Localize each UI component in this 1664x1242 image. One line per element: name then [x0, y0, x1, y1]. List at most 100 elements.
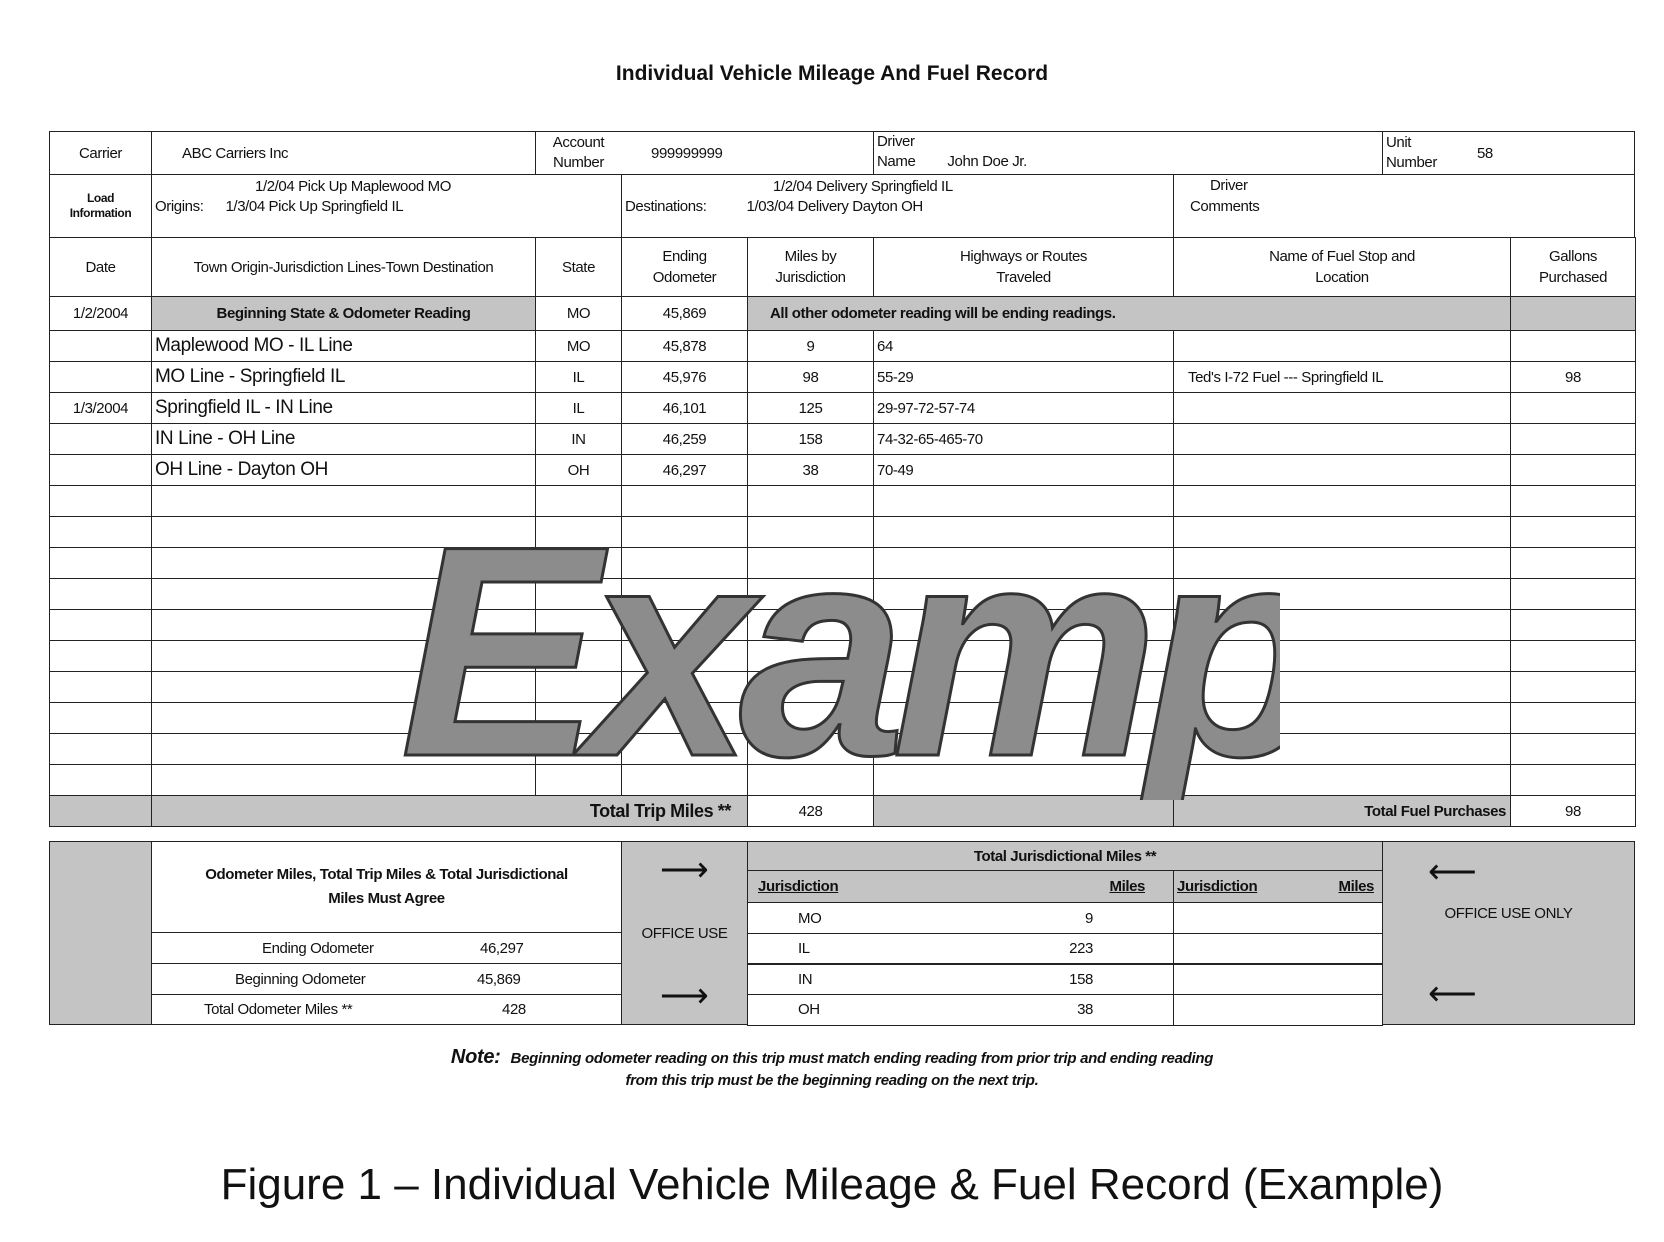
office-use-cell: ⟶ OFFICE USE ⟶ — [621, 841, 748, 1025]
ending-odometer-row: Ending Odometer 46,297 — [151, 932, 622, 964]
empty-cell — [49, 578, 152, 610]
begin-date: 1/2/2004 — [49, 296, 152, 331]
empty-cell — [1510, 609, 1636, 641]
load-label-2: Information — [69, 206, 132, 220]
empty-cell — [747, 764, 874, 796]
empty-row — [49, 485, 1636, 517]
driver-label-1: Driver — [877, 133, 915, 150]
carrier-label: Carrier — [49, 131, 152, 175]
origins-cell: 1/2/04 Pick Up Maplewood MO Origins: 1/3/… — [151, 174, 622, 238]
example-watermark: Example — [399, 482, 1281, 801]
juris-state: MO — [798, 909, 822, 927]
begin-label: Beginning State & Odometer Reading — [151, 296, 536, 331]
account-label: Account Number — [535, 131, 622, 175]
unit-label-1: Unit — [1386, 134, 1412, 151]
empty-cell — [873, 671, 1174, 703]
total-trip-miles: 428 — [747, 795, 874, 827]
col-fuel-stop: Name of Fuel Stop and Location — [1173, 237, 1511, 297]
empty-cell — [49, 702, 152, 734]
destination-1: 1/2/04 Delivery Springfield IL — [773, 178, 953, 195]
empty-cell — [873, 516, 1174, 548]
empty-cell — [1173, 547, 1511, 579]
begin-gallons — [1510, 296, 1636, 331]
note-line-2: from this trip must be the beginning rea… — [625, 1072, 1039, 1089]
juris-row: IL 223 — [747, 932, 1174, 965]
empty-cell — [1510, 547, 1636, 579]
juris-miles: 158 — [1069, 970, 1093, 988]
form-title: Individual Vehicle Mileage And Fuel Reco… — [615, 62, 1049, 85]
empty-cell — [49, 516, 152, 548]
trip-date — [49, 330, 152, 362]
col-gallons: Gallons Purchased — [1510, 237, 1636, 297]
empty-cell — [747, 733, 874, 765]
driver-comments-cell: Driver Comments — [1173, 174, 1635, 238]
trip-routes: 55-29 — [873, 361, 1174, 393]
driver-label-2: Name — [877, 153, 916, 170]
watermark-text: Example — [400, 483, 1280, 800]
empty-cell — [1510, 485, 1636, 517]
trip-routes: 64 — [873, 330, 1174, 362]
empty-row — [49, 578, 1636, 610]
trip-gallons — [1510, 392, 1636, 424]
trip-miles: 158 — [747, 423, 874, 455]
trip-state: IL — [535, 361, 622, 393]
juris-row-office — [1173, 963, 1383, 995]
trip-routes: 74-32-65-465-70 — [873, 423, 1174, 455]
trip-table: Date Town Origin-Jurisdiction Lines-Town… — [49, 237, 1636, 827]
empty-cell — [535, 671, 622, 703]
summary-blank — [49, 841, 152, 1025]
juris-header-left: Jurisdiction Miles — [747, 870, 1174, 903]
empty-cell — [49, 609, 152, 641]
destination-2: 1/03/04 Delivery Dayton OH — [746, 198, 924, 215]
juris-miles: 223 — [1069, 940, 1093, 957]
juris-state: IN — [798, 970, 813, 988]
trip-state: MO — [535, 330, 622, 362]
col-odometer: Ending Odometer — [621, 237, 748, 297]
empty-cell — [1510, 640, 1636, 672]
trip-gallons — [1510, 330, 1636, 362]
juris-state: IL — [798, 940, 810, 957]
beginning-odometer-row: Beginning Odometer 45,869 — [151, 963, 622, 995]
comments-label-2: Comments — [1190, 198, 1260, 215]
trip-date — [49, 423, 152, 455]
ending-label: Ending Odometer — [262, 939, 374, 957]
origin-2: 1/3/04 Pick Up Springfield IL — [225, 198, 404, 215]
juris-col-label: Jurisdiction — [758, 878, 839, 895]
col-miles: Miles by Jurisdiction — [747, 237, 874, 297]
unit-label-2: Number — [1386, 154, 1437, 171]
totals-blank-2 — [873, 795, 1174, 827]
trip-gallons: 98 — [1510, 361, 1636, 393]
total-trip-label: Total Trip Miles ** — [151, 795, 748, 827]
empty-cell — [1173, 578, 1511, 610]
empty-cell — [747, 640, 874, 672]
trip-gallons — [1510, 454, 1636, 486]
driver-name: John Doe Jr. — [947, 153, 1027, 170]
empty-cell — [1173, 640, 1511, 672]
unit-number: 58 — [1476, 144, 1493, 162]
driver-cell: Driver Name John Doe Jr. — [873, 131, 1383, 175]
empty-cell — [1173, 733, 1511, 765]
trip-row: Maplewood MO - IL Line MO 45,878 9 64 — [49, 330, 1636, 362]
account-label-1: Account — [552, 134, 605, 151]
trip-odometer: 45,878 — [621, 330, 748, 362]
juris-row-office — [1173, 993, 1383, 1026]
trip-row: 1/3/2004 Springfield IL - IN Line IL 46,101… — [49, 392, 1636, 424]
total-fuel: 98 — [1510, 795, 1636, 827]
trip-town: MO Line - Springfield IL — [151, 361, 536, 393]
trip-state: IN — [535, 423, 622, 455]
origin-1: 1/2/04 Pick Up Maplewood MO — [255, 178, 451, 195]
ending-value: 46,297 — [480, 939, 524, 957]
empty-cell — [151, 640, 536, 672]
trip-fuel-stop: Ted's I-72 Fuel --- Springfield IL — [1173, 361, 1511, 393]
empty-cell — [1510, 578, 1636, 610]
empty-cell — [535, 485, 622, 517]
empty-row — [49, 671, 1636, 703]
trip-date — [49, 454, 152, 486]
empty-cell — [535, 578, 622, 610]
unit-cell: Unit Number 58 — [1382, 131, 1635, 175]
empty-cell — [1510, 516, 1636, 548]
begin-state: MO — [535, 296, 622, 331]
account-label-2: Number — [553, 154, 604, 171]
trip-miles: 98 — [747, 361, 874, 393]
